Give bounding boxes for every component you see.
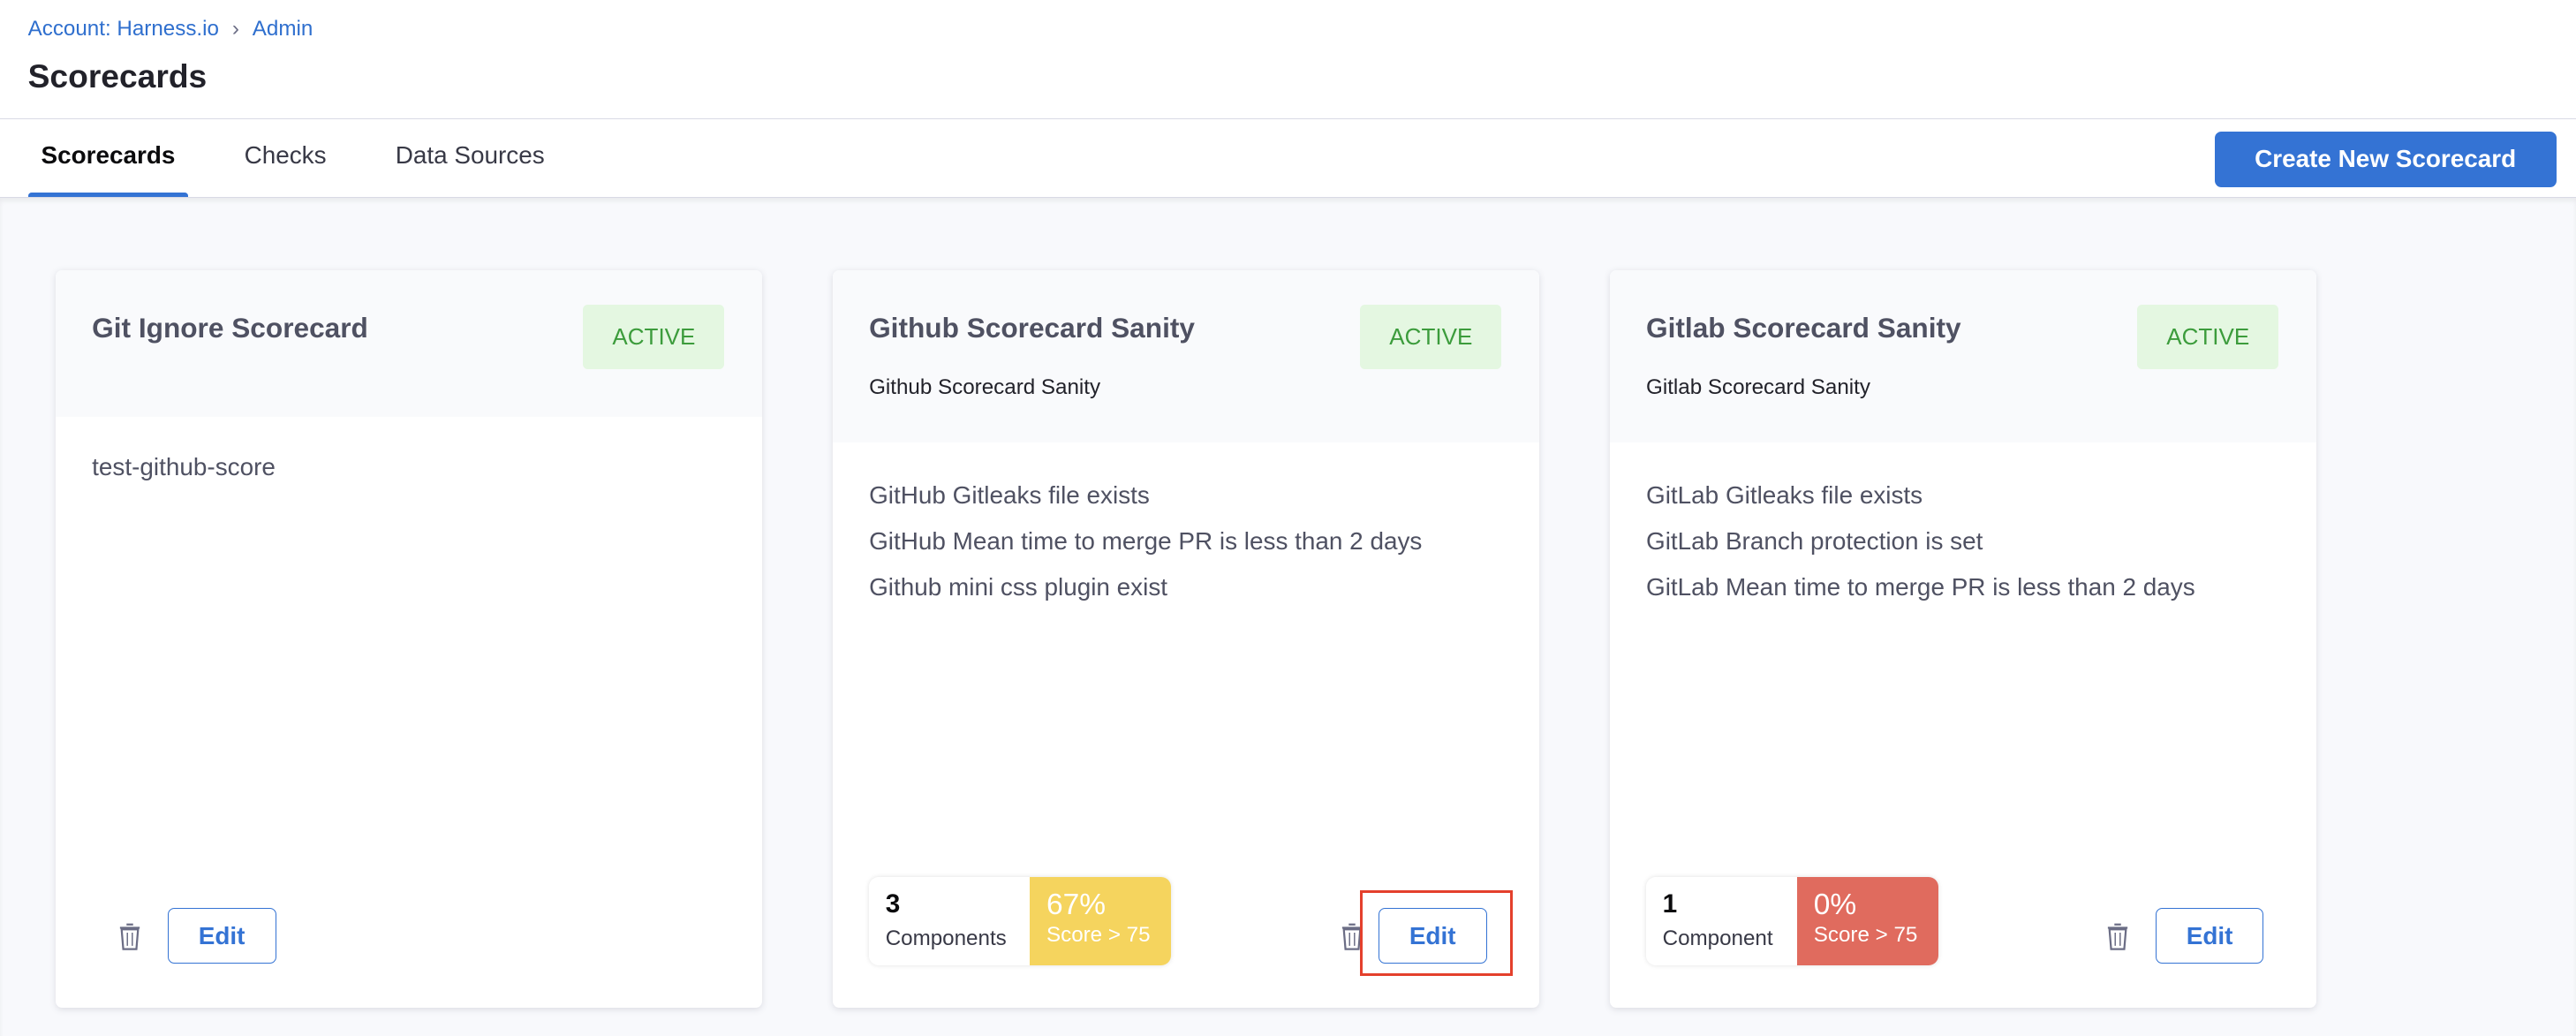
card-header: Github Scorecard Sanity ACTIVE Github Sc…: [833, 270, 1540, 443]
card-footer: 3 Components 67% Score > 75 Edit: [869, 876, 1503, 965]
score-badge: 67% Score > 75: [1030, 876, 1172, 965]
status-badge: ACTIVE: [2137, 305, 2279, 369]
breadcrumb-account[interactable]: Account: Harness.io: [27, 16, 219, 41]
score-threshold: Score > 75: [1813, 923, 1918, 948]
components-count: 1 Component: [1646, 876, 1798, 965]
trash-icon[interactable]: [118, 921, 141, 950]
score-summary: 3 Components 67% Score > 75: [869, 876, 1172, 965]
status-badge: ACTIVE: [1360, 305, 1502, 369]
create-new-scorecard-button[interactable]: Create New Scorecard: [2214, 131, 2557, 188]
components-count: 3 Components: [869, 876, 1031, 965]
score-value: 67%: [1046, 888, 1106, 921]
scorecard-card: Git Ignore Scorecard ACTIVE test-github-…: [56, 270, 763, 1009]
highlight-box: [1360, 890, 1514, 977]
check-item: GitLab Branch protection is set: [1646, 526, 1983, 555]
card-title: Github Scorecard Sanity: [869, 311, 1195, 344]
card-title: Git Ignore Scorecard: [92, 311, 368, 344]
card-header: Git Ignore Scorecard ACTIVE: [56, 270, 763, 417]
check-item: GitLab Mean time to merge PR is less tha…: [1646, 573, 2195, 601]
status-badge: ACTIVE: [583, 305, 725, 369]
card-header: Gitlab Scorecard Sanity ACTIVE Gitlab Sc…: [1610, 270, 2317, 443]
edit-button[interactable]: Edit: [167, 907, 276, 964]
edit-button[interactable]: Edit: [2155, 907, 2264, 964]
components-label: Component: [1662, 926, 1773, 950]
check-item: GitLab Gitleaks file exists: [1646, 480, 1923, 509]
card-checks: GitLab Gitleaks file exists GitLab Branc…: [1610, 442, 2316, 610]
score-badge: 0% Score > 75: [1797, 876, 1939, 965]
card-footer: 1 Component 0% Score > 75 Edit: [1646, 876, 2280, 965]
scorecard-grid: Git Ignore Scorecard ACTIVE test-github-…: [0, 197, 2576, 1036]
score-summary: 1 Component 0% Score > 75: [1646, 876, 1939, 965]
edit-button[interactable]: Edit: [1378, 907, 1487, 964]
card-checks: test-github-score: [56, 417, 762, 491]
card-checks: GitHub Gitleaks file exists GitHub Mean …: [833, 442, 1539, 610]
check-item: test-github-score: [92, 453, 276, 481]
components-value: 1: [1662, 889, 1678, 919]
check-item: GitHub Gitleaks file exists: [869, 480, 1150, 509]
tab-data-sources[interactable]: Data Sources: [395, 140, 545, 169]
check-item: Github mini css plugin exist: [869, 573, 1168, 601]
divider: [0, 117, 2576, 119]
score-value: 0%: [1813, 888, 1857, 921]
components-label: Components: [885, 926, 1007, 950]
trash-icon[interactable]: [2106, 921, 2129, 950]
breadcrumb-admin[interactable]: Admin: [252, 16, 314, 41]
scorecard-card: Gitlab Scorecard Sanity ACTIVE Gitlab Sc…: [1610, 270, 2317, 1009]
page-title: Scorecards: [27, 57, 208, 95]
chevron-right-icon: ›: [231, 16, 239, 41]
card-subtitle: Github Scorecard Sanity: [869, 375, 1101, 400]
card-subtitle: Gitlab Scorecard Sanity: [1646, 375, 1870, 400]
scorecard-card: Github Scorecard Sanity ACTIVE Github Sc…: [833, 270, 1540, 1009]
tab-checks[interactable]: Checks: [244, 140, 327, 169]
tabs: Scorecards Checks Data Sources: [27, 140, 558, 198]
trash-icon[interactable]: [1341, 921, 1364, 950]
card-title: Gitlab Scorecard Sanity: [1646, 311, 1961, 344]
check-item: GitHub Mean time to merge PR is less tha…: [869, 526, 1423, 555]
score-threshold: Score > 75: [1046, 923, 1151, 948]
breadcrumb: Account: Harness.io › Admin: [28, 17, 314, 42]
tab-scorecards[interactable]: Scorecards: [27, 141, 189, 198]
card-footer: Edit: [92, 877, 726, 965]
components-value: 3: [885, 889, 901, 919]
